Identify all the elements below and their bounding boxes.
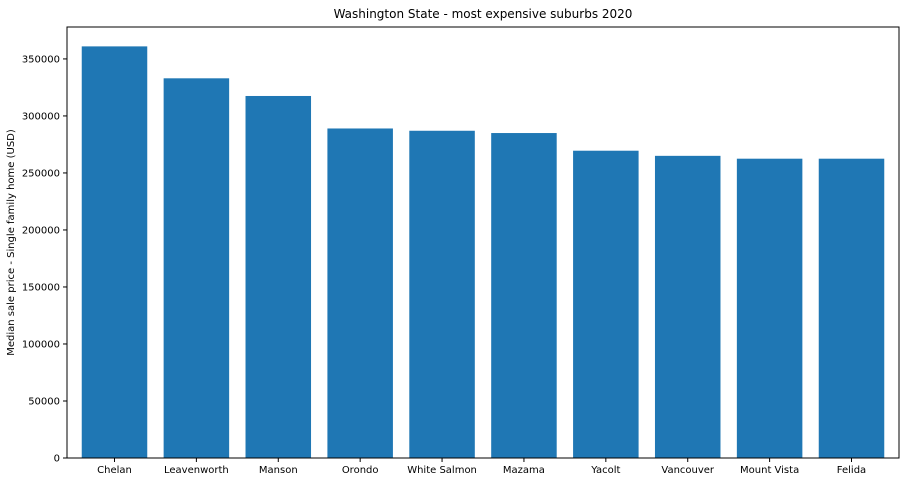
bar-orondo — [327, 128, 393, 459]
bar-vancouver — [654, 155, 721, 458]
x-axis-ticks: Chelan Leavenworth Manson Orondo White Salmo… — [97, 458, 866, 476]
y-axis-label: Median sale price - Single family home (… — [6, 129, 17, 356]
x-tick-label: Mazama — [503, 465, 545, 476]
x-tick-label: Chelan — [97, 465, 132, 476]
x-tick-label: Yacolt — [590, 465, 620, 476]
bar-white-salmon — [409, 130, 475, 458]
bar-leavenworth — [163, 78, 230, 459]
x-tick-label: Vancouver — [661, 465, 715, 476]
y-tick-label: 200000 — [22, 225, 60, 236]
x-tick-label: Orondo — [342, 465, 379, 476]
bar-yacolt — [573, 150, 639, 459]
bar-chelan — [81, 46, 148, 458]
x-tick-label: Mount Vista — [740, 465, 799, 476]
y-tick-label: 300000 — [22, 111, 60, 122]
y-tick-label: 350000 — [22, 54, 60, 65]
y-tick-label: 250000 — [22, 168, 60, 179]
x-tick-label: Leavenworth — [164, 465, 229, 476]
chart-title: Washington State - most expensive suburb… — [334, 7, 633, 21]
y-axis-ticks: 0 50000 100000 150000 200000 250000 300000 3500… — [22, 54, 67, 465]
x-tick-label: Manson — [259, 465, 298, 476]
bars-group — [81, 46, 885, 459]
y-tick-label: 100000 — [22, 339, 60, 350]
y-tick-label: 50000 — [28, 396, 60, 407]
bar-felida — [818, 158, 885, 458]
bar-mount-vista — [736, 158, 803, 458]
x-tick-label: Felida — [837, 465, 866, 476]
x-tick-label: White Salmon — [407, 465, 477, 476]
bar-mazama — [491, 133, 557, 459]
plot-frame — [66, 26, 900, 459]
y-tick-label: 0 — [54, 454, 60, 465]
bar-manson — [245, 95, 312, 459]
y-tick-label: 150000 — [22, 282, 60, 293]
